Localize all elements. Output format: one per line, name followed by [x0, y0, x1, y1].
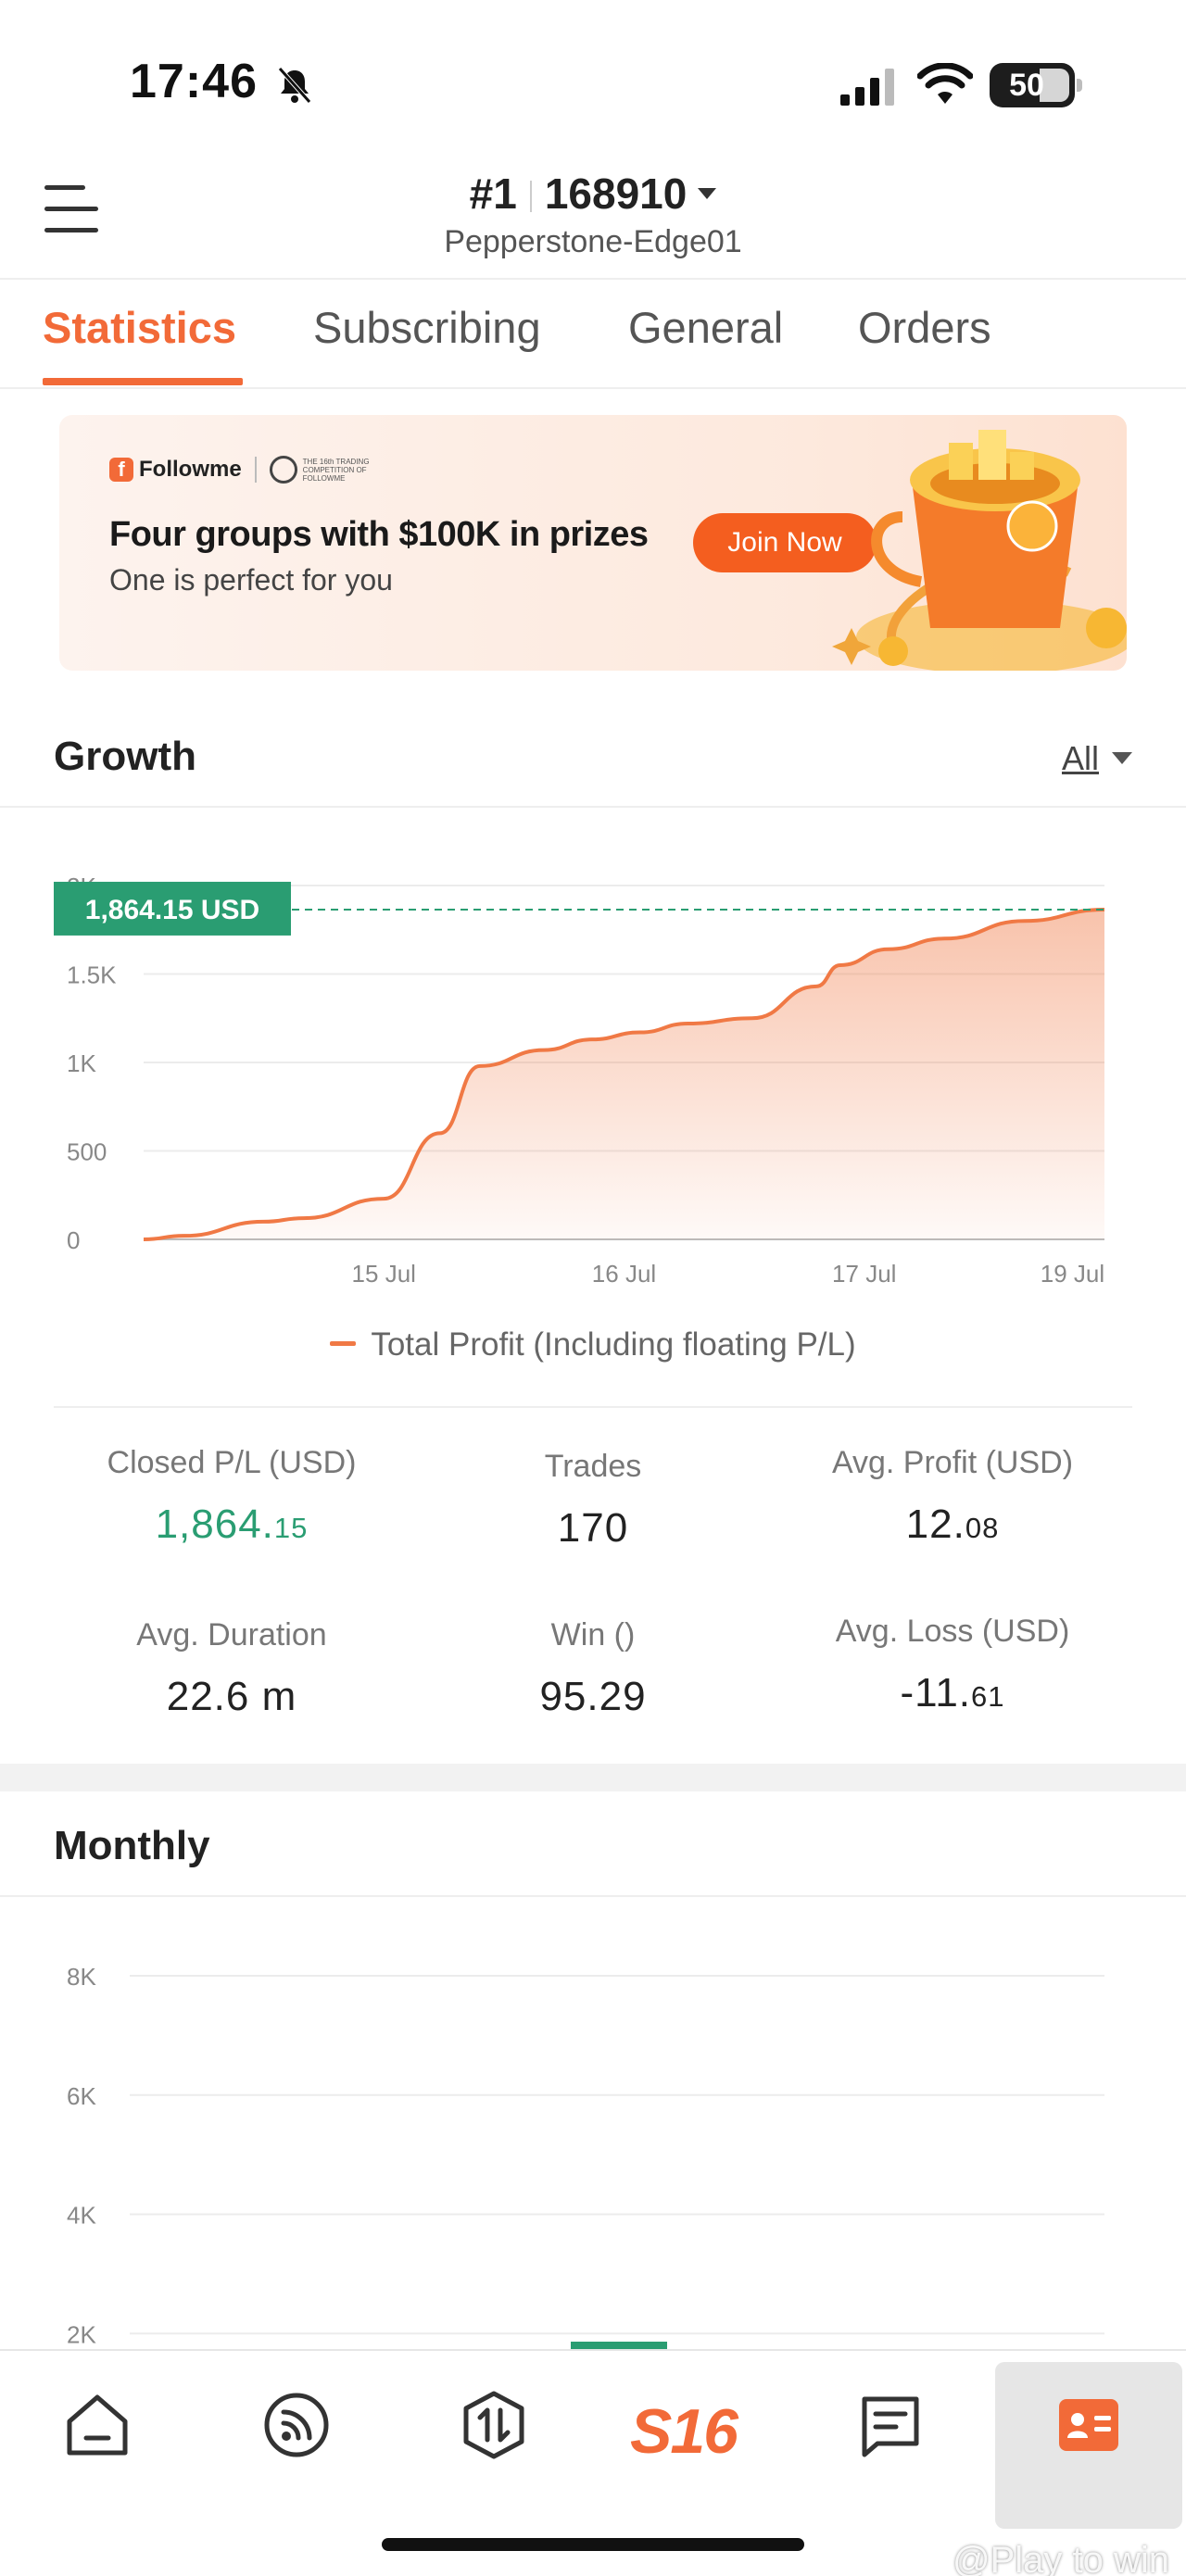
join-now-button[interactable]: Join Now: [693, 513, 877, 572]
watermark-text: @Play to win: [952, 2540, 1169, 2576]
growth-legend: Total Profit (Including floating P/L): [0, 1326, 1186, 1363]
nav-profile[interactable]: [1028, 2388, 1149, 2508]
app-header: #1 168910 Pepperstone-Edge01: [0, 167, 1186, 278]
range-value: All: [1061, 739, 1099, 777]
banner-logo: f Followme THE 16th TRADING COMPETITION …: [109, 456, 386, 484]
stat-value: 1,864.15: [155, 1502, 309, 1547]
growth-header: Growth All: [0, 706, 1186, 808]
tab-statistics[interactable]: Statistics: [43, 303, 236, 352]
stat-label: Avg. Loss (USD): [835, 1614, 1070, 1649]
nav-trade[interactable]: [434, 2388, 554, 2508]
battery-level: 50: [1009, 68, 1044, 103]
stat-avg-profit: Avg. Profit (USD) 12.08: [758, 1445, 1147, 1548]
stat-value: 170: [557, 1505, 629, 1551]
bell-muted-icon: [278, 67, 311, 104]
profile-card-icon: [1059, 2399, 1118, 2451]
y-tick-label: 1.5K: [67, 961, 117, 989]
battery-icon: 50: [990, 63, 1082, 107]
range-selector[interactable]: All: [1062, 739, 1132, 778]
tab-general[interactable]: General: [628, 303, 784, 352]
status-time: 17:46: [130, 55, 258, 108]
signal-icon: [840, 69, 894, 106]
broker-name: Pepperstone-Edge01: [444, 224, 742, 259]
monthly-chart: 2K 4K 6K 8K: [67, 1963, 1104, 2351]
legend-label: Total Profit (Including floating P/L): [371, 1326, 856, 1363]
y-tick-label: 1K: [67, 1049, 96, 1077]
nav-feed[interactable]: [236, 2388, 357, 2508]
stat-label: Closed P/L (USD): [107, 1445, 357, 1480]
y-tick-label: 6K: [67, 2082, 96, 2110]
menu-icon[interactable]: [44, 185, 100, 241]
x-tick-label: 17 Jul: [832, 1260, 896, 1288]
y-tick-label: 2K: [67, 2320, 96, 2348]
brand-name: Followme: [139, 457, 242, 482]
competition-badge-text: THE 16th TRADING COMPETITION OF FOLLOWME: [302, 457, 370, 483]
stats-grid: Closed P/L (USD) 1,864.15 Trades 170 Avg…: [0, 1426, 1186, 1760]
series-line: [143, 907, 1105, 1241]
stat-label: Avg. Profit (USD): [831, 1445, 1074, 1480]
caret-down-icon: [698, 188, 717, 199]
stat-value: 22.6 m: [166, 1674, 297, 1719]
nav-messages[interactable]: [830, 2388, 951, 2508]
wifi-icon: [917, 63, 973, 104]
stat-win: Win () 95.29: [398, 1617, 788, 1720]
x-tick-label: 15 Jul: [352, 1260, 416, 1288]
y-tick-label: 500: [67, 1138, 107, 1166]
tab-orders[interactable]: Orders: [858, 303, 991, 352]
stat-value: 12.08: [905, 1502, 1000, 1547]
message-icon: [862, 2396, 919, 2457]
y-tick-label: 0: [67, 1226, 80, 1254]
current-value-label: 1,864.15 USD: [85, 895, 259, 925]
current-value-badge: [54, 881, 291, 936]
divider: [0, 278, 1186, 280]
caret-down-icon: [1112, 752, 1132, 764]
legend-swatch: [330, 1341, 357, 1346]
x-tick-label: 19 Jul: [1041, 1260, 1104, 1288]
stat-label: Trades: [544, 1449, 642, 1484]
competition-seal-icon: [269, 456, 297, 484]
banner-subtitle: One is perfect for you: [109, 563, 393, 597]
monthly-title: Monthly: [54, 1823, 210, 1868]
active-tab-indicator: [43, 378, 243, 385]
stat-avg-duration: Avg. Duration 22.6 m: [37, 1617, 426, 1720]
nav-s16-competition[interactable]: S16: [630, 2396, 738, 2467]
stat-trades: Trades 170: [398, 1449, 788, 1552]
stat-value: 95.29: [539, 1674, 647, 1719]
growth-title: Growth: [54, 734, 196, 779]
home-indicator: [382, 2538, 804, 2551]
nav-home[interactable]: [37, 2388, 158, 2508]
section-separator: [0, 1764, 1186, 1791]
account-id: 168910: [544, 170, 688, 218]
promo-banner[interactable]: f Followme THE 16th TRADING COMPETITION …: [59, 415, 1127, 671]
account-selector[interactable]: #1 168910 Pepperstone-Edge01: [0, 167, 1186, 260]
account-rank: #1: [469, 170, 517, 218]
y-tick-label: 8K: [67, 1963, 96, 1991]
banner-title: Four groups with $100K in prizes: [109, 515, 649, 554]
stat-value: -11.61: [900, 1670, 1005, 1715]
tab-subscribing[interactable]: Subscribing: [313, 303, 541, 352]
followme-logo-icon: f: [109, 458, 133, 482]
broadcast-icon: [264, 2393, 329, 2457]
tab-bar: Statistics Subscribing General Orders: [0, 280, 1186, 389]
divider: [54, 1406, 1132, 1408]
stat-label: Avg. Duration: [136, 1617, 327, 1652]
y-tick-label: 4K: [67, 2202, 96, 2230]
monthly-header: Monthly: [0, 1795, 1186, 1897]
stat-closed-pl: Closed P/L (USD) 1,864.15: [37, 1445, 426, 1548]
home-icon: [67, 2394, 128, 2456]
series-area: [144, 909, 1104, 1239]
monthly-bar: [571, 2341, 667, 2351]
x-tick-label: 16 Jul: [592, 1260, 656, 1288]
stat-label: Win (): [550, 1617, 636, 1652]
stat-avg-loss: Avg. Loss (USD) -11.61: [758, 1614, 1147, 1716]
status-bar: 17:46 50: [0, 0, 1186, 167]
trade-icon: [463, 2391, 524, 2459]
trophy-cup-illustration: [832, 430, 1127, 671]
